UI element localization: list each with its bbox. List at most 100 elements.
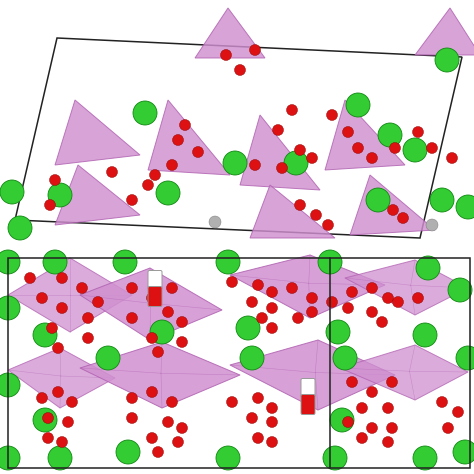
Circle shape: [43, 412, 54, 423]
Circle shape: [166, 283, 177, 293]
Circle shape: [266, 322, 277, 334]
Circle shape: [133, 101, 157, 125]
Polygon shape: [195, 8, 265, 58]
Circle shape: [116, 440, 140, 464]
FancyBboxPatch shape: [301, 394, 315, 414]
Circle shape: [146, 332, 157, 344]
Bar: [8, 258, 470, 468]
Circle shape: [412, 292, 423, 303]
Circle shape: [146, 432, 157, 444]
Circle shape: [146, 292, 157, 303]
Circle shape: [366, 188, 390, 212]
Circle shape: [173, 437, 183, 447]
Circle shape: [343, 417, 354, 428]
Circle shape: [48, 183, 72, 207]
Circle shape: [403, 138, 427, 162]
Circle shape: [307, 307, 318, 318]
Polygon shape: [350, 175, 435, 235]
Circle shape: [456, 195, 474, 219]
Circle shape: [323, 446, 347, 470]
Circle shape: [456, 346, 474, 370]
Circle shape: [209, 216, 221, 228]
Circle shape: [386, 422, 398, 434]
Polygon shape: [415, 8, 474, 55]
Circle shape: [327, 297, 337, 308]
Circle shape: [413, 323, 437, 347]
Circle shape: [253, 392, 264, 403]
Circle shape: [127, 412, 137, 423]
Circle shape: [82, 312, 93, 323]
Circle shape: [173, 135, 183, 146]
Circle shape: [0, 250, 20, 274]
Circle shape: [443, 422, 454, 434]
Circle shape: [43, 250, 67, 274]
Circle shape: [180, 119, 191, 130]
Circle shape: [227, 276, 237, 288]
Circle shape: [56, 437, 67, 447]
Circle shape: [413, 446, 437, 470]
Circle shape: [53, 343, 64, 354]
Circle shape: [176, 337, 188, 347]
Circle shape: [235, 64, 246, 75]
Circle shape: [310, 210, 321, 220]
Circle shape: [216, 250, 240, 274]
Circle shape: [356, 432, 367, 444]
Circle shape: [392, 297, 403, 308]
FancyBboxPatch shape: [301, 379, 315, 398]
Circle shape: [150, 320, 174, 344]
Circle shape: [96, 346, 120, 370]
Polygon shape: [250, 185, 335, 238]
Circle shape: [240, 346, 264, 370]
Circle shape: [353, 143, 364, 154]
Circle shape: [33, 408, 57, 432]
Circle shape: [427, 143, 438, 154]
Circle shape: [113, 250, 137, 274]
Circle shape: [398, 212, 409, 224]
Circle shape: [307, 153, 318, 164]
Circle shape: [216, 446, 240, 470]
Circle shape: [92, 297, 103, 308]
Circle shape: [376, 317, 388, 328]
Circle shape: [45, 200, 55, 210]
Circle shape: [127, 312, 137, 323]
Circle shape: [435, 48, 459, 72]
Polygon shape: [230, 255, 385, 318]
Circle shape: [356, 402, 367, 413]
Circle shape: [453, 440, 474, 464]
Circle shape: [127, 194, 137, 206]
Circle shape: [346, 93, 370, 117]
Circle shape: [53, 386, 64, 398]
Circle shape: [153, 447, 164, 457]
Circle shape: [286, 104, 298, 116]
Circle shape: [318, 250, 342, 274]
Circle shape: [163, 417, 173, 428]
Circle shape: [253, 280, 264, 291]
Circle shape: [192, 146, 203, 157]
Circle shape: [366, 307, 377, 318]
Circle shape: [246, 297, 257, 308]
Circle shape: [76, 283, 88, 293]
Circle shape: [227, 396, 237, 408]
Circle shape: [25, 273, 36, 283]
Circle shape: [266, 402, 277, 413]
Polygon shape: [345, 260, 468, 315]
Circle shape: [412, 127, 423, 137]
Circle shape: [366, 153, 377, 164]
Circle shape: [49, 174, 61, 185]
Circle shape: [236, 316, 260, 340]
Circle shape: [330, 408, 354, 432]
Circle shape: [346, 286, 357, 298]
Circle shape: [56, 302, 67, 313]
Circle shape: [46, 322, 57, 334]
Circle shape: [153, 346, 164, 357]
Circle shape: [36, 292, 47, 303]
Circle shape: [386, 376, 398, 388]
Circle shape: [246, 412, 257, 423]
Circle shape: [166, 396, 177, 408]
Circle shape: [66, 396, 78, 408]
Circle shape: [56, 273, 67, 283]
Circle shape: [273, 125, 283, 136]
Circle shape: [166, 159, 177, 171]
Circle shape: [366, 283, 377, 293]
Circle shape: [8, 216, 32, 240]
